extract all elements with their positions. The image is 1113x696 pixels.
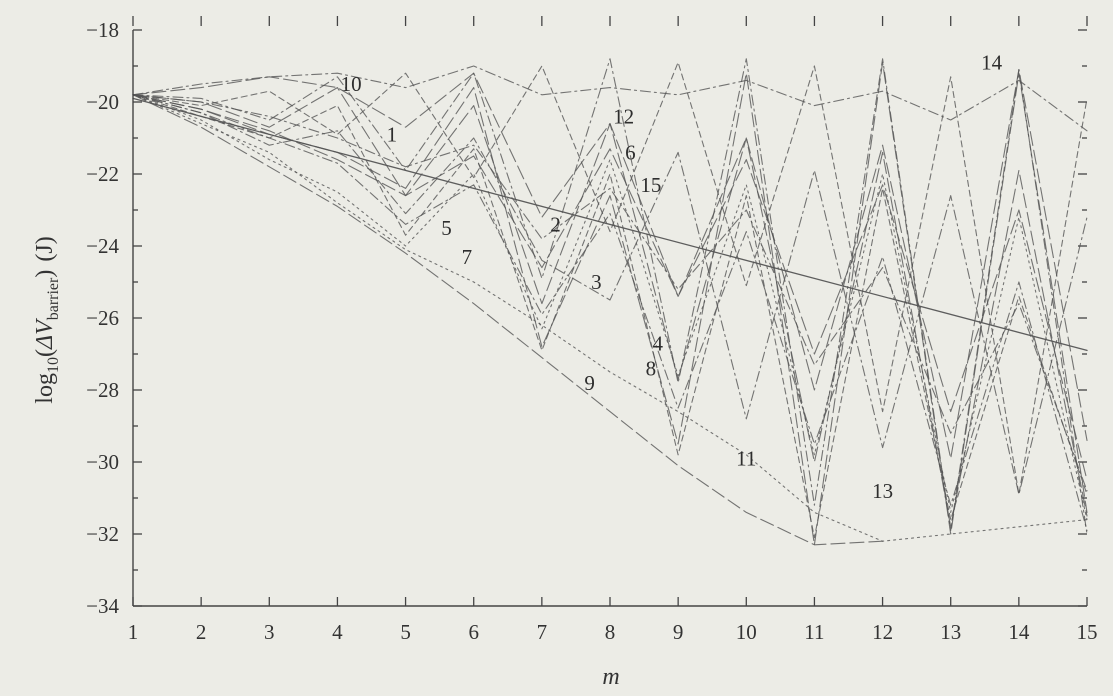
tick-layer: 1 2 3 4 5 6 7 8 9 10 11 12 13 14 15−18−20−22−24−26−28−… xyxy=(86,16,1098,644)
y-tick-label: −20 xyxy=(86,90,119,114)
curve-label-14: 14 xyxy=(981,51,1003,75)
x-tick-label: 2 xyxy=(196,620,207,644)
series-line-14 xyxy=(132,69,1088,459)
y-tick-label: −18 xyxy=(86,18,119,42)
series-line-15 xyxy=(132,94,1088,492)
series-line-5 xyxy=(132,94,1088,531)
x-tick-label: 9 xyxy=(673,620,684,644)
y-axis-title: log10(ΔVbarrier) (J) xyxy=(32,236,62,403)
x-tick-label: 5 xyxy=(400,620,411,644)
y-axis-title-base: 10 xyxy=(45,357,62,373)
y-axis-title-prefix: log xyxy=(32,373,58,404)
x-tick-label: 7 xyxy=(537,620,548,644)
y-axis-title-delta-sub: barrier xyxy=(45,277,62,320)
x-tick-label: 12 xyxy=(872,620,893,644)
y-axis-title-delta: ΔV xyxy=(32,318,58,350)
x-tick-label: 4 xyxy=(332,620,343,644)
series-layer xyxy=(132,58,1088,546)
series-line-8 xyxy=(132,94,1088,542)
y-axis-title-unit: (J) xyxy=(32,236,58,261)
curve-label-13: 13 xyxy=(872,479,893,503)
curve-label-12: 12 xyxy=(613,105,634,129)
x-tick-label: 3 xyxy=(264,620,275,644)
curve-label-11: 11 xyxy=(736,447,756,471)
x-tick-label: 11 xyxy=(804,620,824,644)
curve-label-10: 10 xyxy=(341,72,362,96)
series-line-4 xyxy=(132,94,1088,521)
curve-label-2: 2 xyxy=(550,213,561,237)
y-tick-label: −28 xyxy=(86,378,119,402)
curve-label-6: 6 xyxy=(625,141,636,165)
curve-label-15: 15 xyxy=(640,173,661,197)
y-tick-label: −34 xyxy=(86,594,119,618)
x-tick-label: 13 xyxy=(940,620,961,644)
curve-label-7: 7 xyxy=(462,245,473,269)
curve-label-1: 1 xyxy=(387,123,398,147)
x-tick-label: 15 xyxy=(1077,620,1098,644)
y-tick-label: −30 xyxy=(86,450,119,474)
axes-layer xyxy=(132,30,1087,607)
y-tick-label: −26 xyxy=(86,306,119,330)
y-axis-title-open: ( xyxy=(32,349,58,357)
y-tick-label: −32 xyxy=(86,522,119,546)
curve-label-8: 8 xyxy=(646,357,657,381)
curve-label-9: 9 xyxy=(584,371,595,395)
y-tick-label: −22 xyxy=(86,162,119,186)
x-tick-label: 8 xyxy=(605,620,616,644)
x-tick-label: 14 xyxy=(1008,620,1030,644)
x-axis-title: m xyxy=(602,664,619,690)
y-axis-title-close: ) xyxy=(32,270,58,278)
x-tick-label: 1 xyxy=(128,620,139,644)
curve-label-5: 5 xyxy=(441,216,452,240)
series-line-7 xyxy=(132,94,1088,539)
x-tick-label: 6 xyxy=(468,620,479,644)
y-tick-label: −24 xyxy=(86,234,119,258)
series-line-10 xyxy=(132,65,1088,132)
curve-label-3: 3 xyxy=(591,270,602,294)
curve-label-4: 4 xyxy=(652,331,663,355)
x-tick-label: 10 xyxy=(736,620,757,644)
series-line-9 xyxy=(132,94,884,546)
